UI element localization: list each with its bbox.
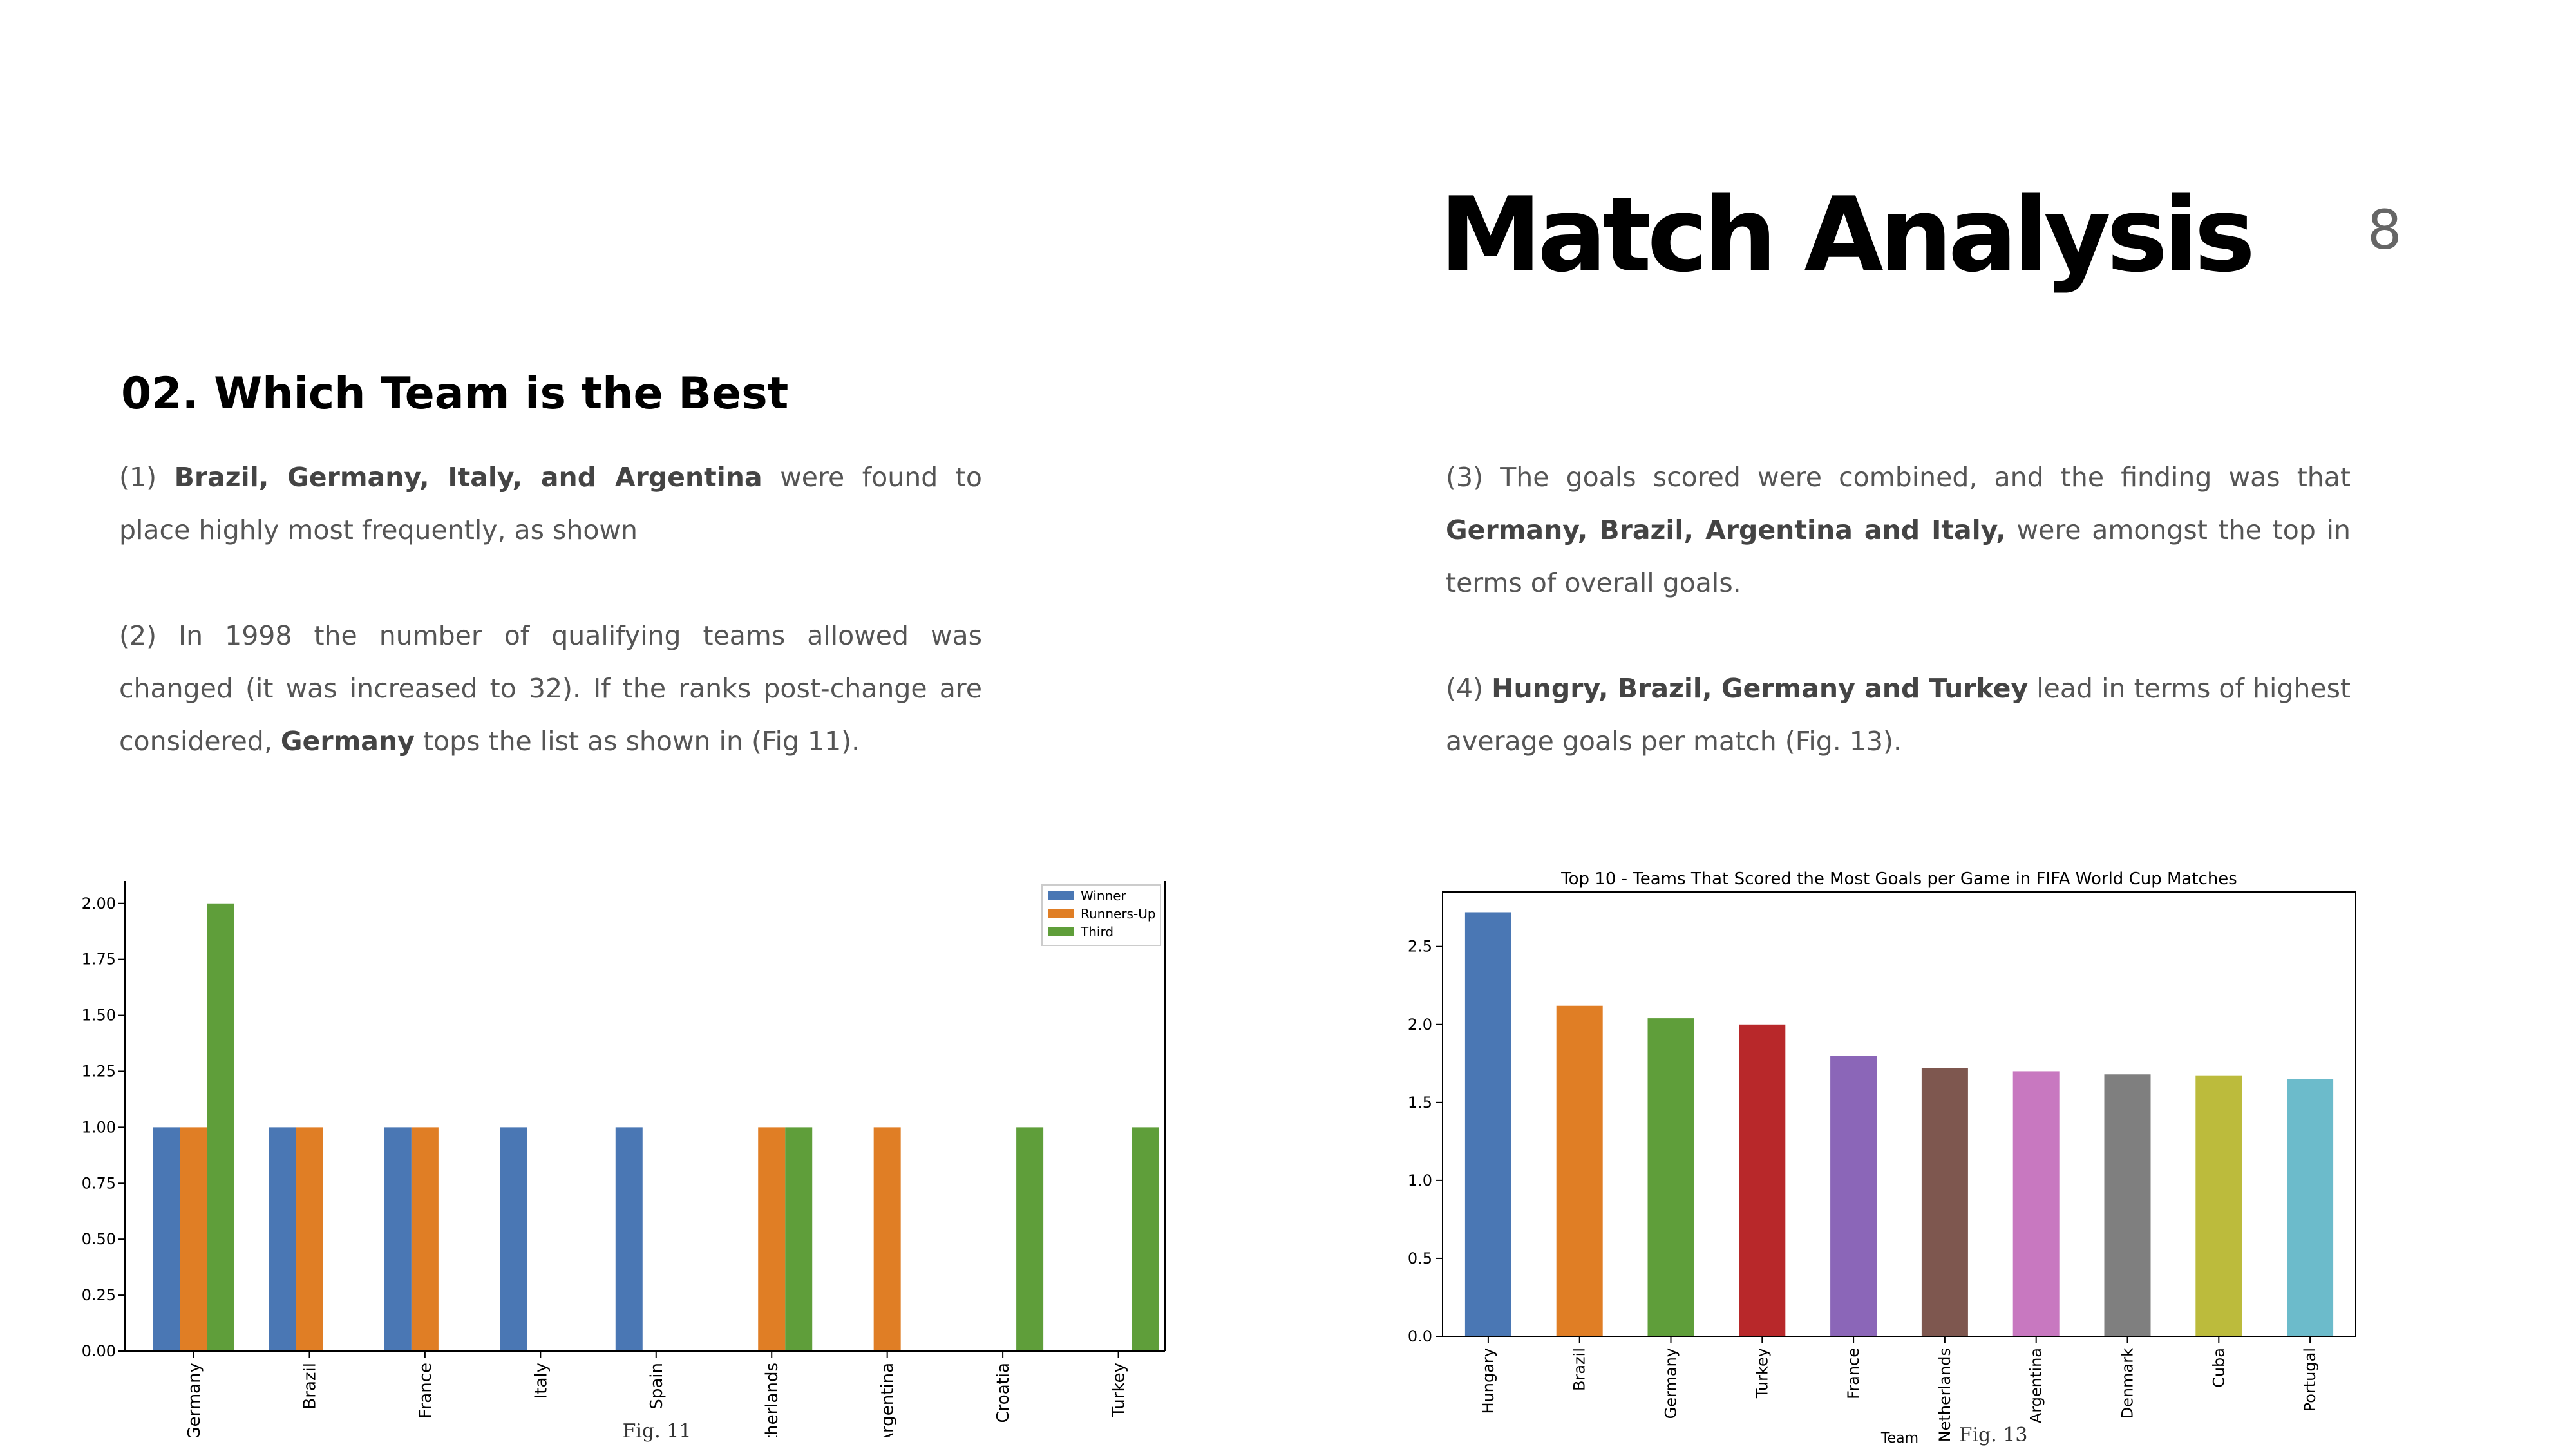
x-tick-label-france: France bbox=[416, 1363, 435, 1418]
x-tick-label-denmark: Denmark bbox=[2119, 1348, 2137, 1419]
bar-third-croatia bbox=[1016, 1127, 1044, 1351]
y-tick-label: 0.5 bbox=[1408, 1249, 1432, 1267]
legend-swatch-third bbox=[1048, 927, 1074, 936]
x-tick-label-spain: Spain bbox=[647, 1363, 667, 1410]
y-tick-label: 1.5 bbox=[1408, 1094, 1432, 1112]
plot-frame bbox=[1442, 891, 2356, 1337]
paragraph-4-suffix: lead in terms of highest average goals p… bbox=[1446, 673, 2351, 757]
bar-denmark bbox=[2104, 1074, 2151, 1336]
x-tick-label-brazil: Brazil bbox=[1571, 1348, 1589, 1391]
x-tick-label-argentina: Argentina bbox=[878, 1363, 898, 1444]
y-tick-label: 1.0 bbox=[1408, 1171, 1432, 1189]
paragraph-3-prefix: (3) The goals scored were combined, and … bbox=[1446, 462, 2351, 493]
legend-label-winner: Winner bbox=[1081, 888, 1127, 904]
y-tick-label: 0.75 bbox=[82, 1174, 116, 1192]
legend-swatch-winner bbox=[1048, 891, 1074, 900]
bar-germany bbox=[1647, 1018, 1694, 1336]
paragraph-2: (2) In 1998 the number of qualifying tea… bbox=[119, 609, 982, 768]
bar-netherlands bbox=[1921, 1068, 1968, 1336]
x-tick-label-croatia: Croatia bbox=[994, 1363, 1013, 1423]
y-tick-label: 0.50 bbox=[82, 1230, 116, 1248]
bar-winner-spain bbox=[615, 1127, 643, 1351]
bar-third-germany bbox=[207, 903, 234, 1351]
bar-runners-up-brazil bbox=[296, 1127, 323, 1351]
paragraph-4-bold: Hungry, Brazil, Germany and Turkey bbox=[1492, 673, 2029, 704]
paragraph-1-prefix: (1) bbox=[119, 462, 175, 493]
paragraph-2-prefix: (2) In 1998 the number of qualifying tea… bbox=[119, 620, 982, 757]
bar-cuba bbox=[2195, 1075, 2242, 1336]
y-tick-label: 1.25 bbox=[82, 1062, 116, 1080]
y-tick-label: 2.00 bbox=[82, 895, 116, 913]
x-tick-label-turkey: Turkey bbox=[1110, 1363, 1129, 1418]
x-tick-label-netherlands: Netherlands bbox=[762, 1363, 782, 1449]
y-tick-label: 2.0 bbox=[1408, 1016, 1432, 1034]
legend-label-runners-up: Runners-Up bbox=[1081, 906, 1156, 922]
legend-label-third: Third bbox=[1080, 924, 1113, 940]
page-number: 8 bbox=[2367, 198, 2402, 261]
paragraph-1-suffix: were found to place highly most frequent… bbox=[119, 462, 982, 545]
x-tick-labels: Germany Brazil France Italy Spain Netherlands… bbox=[185, 1363, 1129, 1449]
legend-swatch-runners-up bbox=[1048, 909, 1074, 918]
bar-third-netherlands bbox=[785, 1127, 813, 1351]
y-tick-label: 1.00 bbox=[82, 1118, 116, 1136]
bar-winner-brazil bbox=[269, 1127, 296, 1351]
bar-runners-up-germany bbox=[180, 1127, 207, 1351]
x-tick-label-germany: Germany bbox=[185, 1363, 204, 1440]
bar-argentina bbox=[2012, 1071, 2060, 1336]
x-tick-label-hungary: Hungary bbox=[1479, 1348, 1497, 1414]
bar-brazil bbox=[1556, 1005, 1603, 1336]
x-tick-label-cuba: Cuba bbox=[2210, 1348, 2228, 1388]
y-tick-label: 0.00 bbox=[82, 1342, 116, 1360]
bar-third-turkey bbox=[1132, 1127, 1159, 1351]
x-tick-label-portugal: Portugal bbox=[2301, 1348, 2319, 1412]
x-tick-label-argentina: Argentina bbox=[2027, 1348, 2045, 1423]
bar-turkey bbox=[1739, 1024, 1786, 1336]
figure-label-11: Fig. 11 bbox=[623, 1420, 692, 1443]
paragraph-4-prefix: (4) bbox=[1446, 673, 1492, 704]
bar-runners-up-netherlands bbox=[758, 1127, 786, 1351]
legend-box bbox=[1041, 884, 1161, 946]
bar-runners-up-france bbox=[411, 1127, 439, 1351]
bar-winner-italy bbox=[500, 1127, 527, 1351]
paragraph-2-bold: Germany bbox=[280, 726, 415, 757]
paragraph-2-suffix: tops the list as shown in (Fig 11). bbox=[414, 726, 860, 757]
y-tick-label: 0.0 bbox=[1408, 1327, 1432, 1345]
slide-title: Match Analysis bbox=[1439, 175, 2255, 295]
section-heading: 02. Which Team is the Best bbox=[121, 368, 789, 419]
x-axis-label: Team bbox=[1880, 1430, 1918, 1446]
paragraph-1-bold: Brazil, Germany, Italy, and Argentina bbox=[174, 462, 762, 493]
x-tick-label-netherlands: Netherlands bbox=[1936, 1348, 1954, 1442]
y-tick-label: 0.25 bbox=[82, 1286, 116, 1304]
paragraph-3-suffix: were amongst the top in terms of overall… bbox=[1446, 515, 2351, 598]
y-tick-label: 1.75 bbox=[82, 951, 116, 969]
bar-runners-up-argentina bbox=[873, 1127, 901, 1351]
y-tick-label: 2.5 bbox=[1408, 938, 1432, 956]
y-tick-label: 1.50 bbox=[82, 1007, 116, 1025]
x-tick-label-germany: Germany bbox=[1662, 1348, 1680, 1419]
x-tick-label-france: France bbox=[1844, 1348, 1862, 1399]
x-tick-label-italy: Italy bbox=[531, 1363, 551, 1399]
chart-title: Top 10 - Teams That Scored the Most Goal… bbox=[1560, 869, 2237, 889]
paragraph-1: (1) Brazil, Germany, Italy, and Argentin… bbox=[119, 451, 982, 556]
bar-winner-germany bbox=[153, 1127, 180, 1351]
bar-winner-france bbox=[384, 1127, 412, 1351]
figure-label-13: Fig. 13 bbox=[1959, 1424, 2028, 1446]
paragraph-3-bold: Germany, Brazil, Argentina and Italy, bbox=[1446, 515, 2006, 545]
bar-hungary bbox=[1464, 912, 1511, 1336]
bar-france bbox=[1830, 1056, 1877, 1336]
x-tick-label-turkey: Turkey bbox=[1753, 1348, 1771, 1399]
paragraph-3: (3) The goals scored were combined, and … bbox=[1446, 451, 2351, 609]
bar-portugal bbox=[2287, 1079, 2334, 1336]
x-tick-label-brazil: Brazil bbox=[300, 1363, 319, 1410]
paragraph-4: (4) Hungry, Brazil, Germany and Turkey l… bbox=[1446, 662, 2351, 768]
